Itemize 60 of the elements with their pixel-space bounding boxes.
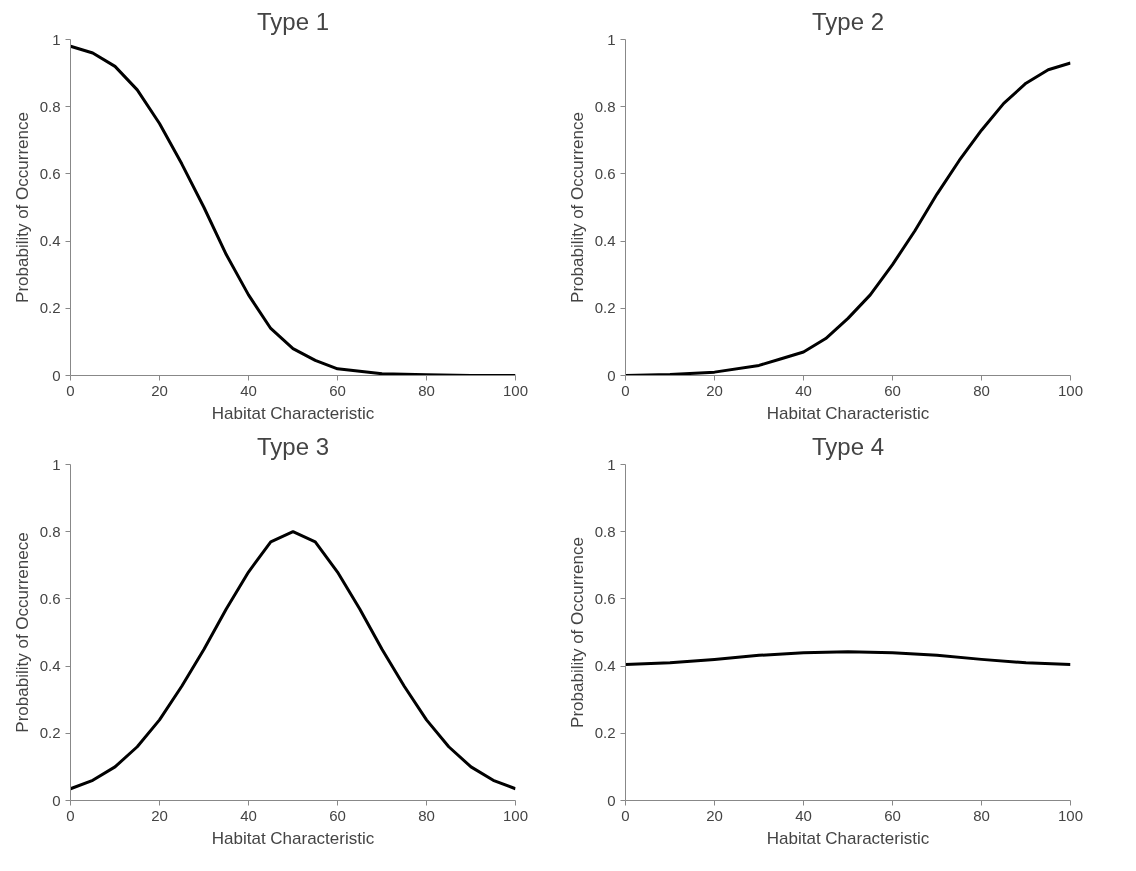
x-tick-label: 80: [973, 381, 990, 399]
y-tick-label: 0.8: [39, 97, 61, 115]
y-axis-title: Probability of Occurrence: [567, 537, 587, 728]
x-tick-label: 20: [151, 806, 168, 824]
x-axis-title: Habitat Characteristic: [766, 403, 930, 423]
x-tick-label: 80: [418, 381, 435, 399]
x-axis-title: Habitat Characteristic: [211, 828, 375, 848]
x-tick-label: 0: [621, 381, 630, 399]
x-tick-label: 100: [1057, 806, 1084, 824]
y-tick-label: 0.6: [39, 164, 61, 182]
y-tick-label: 0.2: [39, 724, 61, 742]
x-tick-label: 60: [329, 806, 346, 824]
x-tick-label: 60: [884, 381, 901, 399]
x-tick-label: 40: [795, 806, 812, 824]
x-tick-label: 20: [706, 806, 723, 824]
x-tick-label: 100: [502, 806, 529, 824]
y-tick-label: 0.4: [594, 232, 616, 250]
x-tick-label: 40: [240, 381, 257, 399]
x-tick-label: 80: [973, 806, 990, 824]
x-tick-label: 40: [240, 806, 257, 824]
y-tick-label: 0.6: [594, 164, 616, 182]
y-tick-label: 0.4: [594, 657, 616, 675]
chart-title: Type 4: [811, 432, 885, 460]
y-tick-label: 0.2: [594, 724, 616, 742]
y-tick-label: 0: [52, 366, 61, 384]
x-tick-label: 40: [795, 381, 812, 399]
x-tick-label: 100: [1057, 381, 1084, 399]
x-tick-label: 60: [884, 806, 901, 824]
y-tick-label: 1: [607, 455, 616, 473]
x-axis-title: Habitat Characteristic: [766, 828, 930, 848]
chart-title: Type 1: [256, 7, 330, 35]
y-tick-label: 0: [607, 366, 616, 384]
x-tick-label: 100: [502, 381, 529, 399]
y-tick-label: 1: [52, 455, 61, 473]
x-tick-label: 0: [66, 381, 75, 399]
y-tick-label: 1: [607, 30, 616, 48]
y-tick-label: 0.2: [39, 299, 61, 317]
y-tick-label: 1: [52, 30, 61, 48]
x-axis-title: Habitat Characteristic: [211, 403, 375, 423]
x-tick-label: 60: [329, 381, 346, 399]
x-tick-label: 20: [151, 381, 168, 399]
chart-title: Type 2: [811, 7, 885, 35]
y-tick-label: 0.8: [39, 522, 61, 540]
y-tick-label: 0.6: [39, 589, 61, 607]
y-axis-title: Probability of Occurrenece: [12, 532, 32, 733]
y-tick-label: 0.2: [594, 299, 616, 317]
y-tick-label: 0: [52, 791, 61, 809]
x-tick-label: 80: [418, 806, 435, 824]
x-tick-label: 20: [706, 381, 723, 399]
y-tick-label: 0.4: [39, 232, 61, 250]
y-tick-label: 0.8: [594, 97, 616, 115]
y-tick-label: 0.4: [39, 657, 61, 675]
y-tick-label: 0: [607, 791, 616, 809]
y-axis-title: Probability of Occurrence: [567, 112, 587, 303]
x-tick-label: 0: [621, 806, 630, 824]
y-tick-label: 0.8: [594, 522, 616, 540]
y-tick-label: 0.6: [594, 589, 616, 607]
y-axis-title: Probability of Occurrence: [12, 112, 32, 303]
chart-title: Type 3: [256, 432, 330, 460]
x-tick-label: 0: [66, 806, 75, 824]
